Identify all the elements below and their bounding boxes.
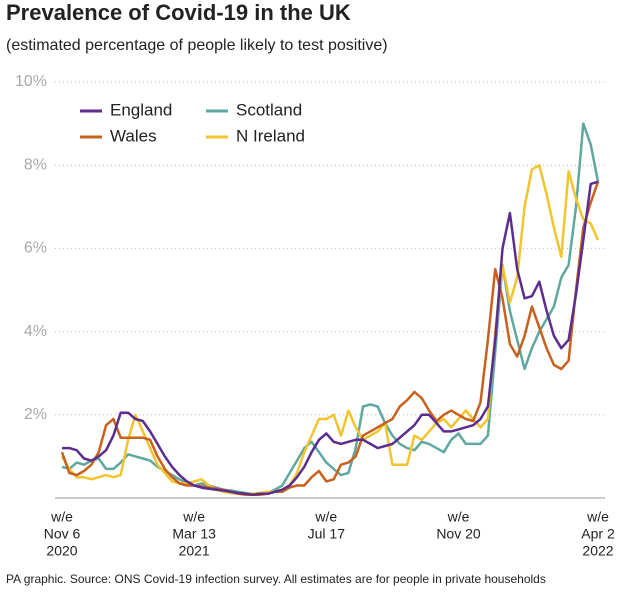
chart-subtitle: (estimated percentage of people likely t… — [6, 37, 388, 54]
series-line — [61, 122, 600, 496]
legend-label: Scotland — [236, 100, 302, 119]
x-tick-label: Apr 2 — [581, 526, 615, 542]
y-tick-label: 4% — [24, 323, 47, 340]
series-line — [60, 163, 600, 496]
x-tick-label: 2020 — [46, 543, 77, 559]
series-line — [62, 180, 599, 496]
legend-label: Wales — [110, 126, 157, 145]
series-line — [60, 181, 600, 496]
chart-title: Prevalence of Covid-19 in the UK — [6, 0, 351, 25]
x-tick-label: w/e — [182, 509, 205, 525]
y-tick-label: 8% — [24, 156, 47, 173]
x-tick-label: Nov 20 — [436, 526, 481, 542]
source-note: PA graphic. Source: ONS Covid-19 infecti… — [6, 572, 546, 586]
x-tick-label: 2022 — [582, 543, 613, 559]
legend-label: N Ireland — [236, 126, 305, 145]
x-tick-label: Nov 6 — [44, 526, 81, 542]
x-tick-label: w/e — [447, 509, 470, 525]
y-tick-label: 2% — [24, 406, 47, 423]
x-tick-label: 2021 — [179, 543, 210, 559]
y-tick-label: 10% — [15, 73, 47, 90]
x-tick-label: w/e — [50, 509, 73, 525]
x-tick-label: w/e — [586, 509, 609, 525]
legend-label: England — [110, 100, 172, 119]
x-tick-label: Mar 13 — [172, 526, 216, 542]
x-tick-label: Jul 17 — [308, 526, 346, 542]
x-tick-label: w/e — [314, 509, 337, 525]
y-tick-label: 6% — [24, 240, 47, 257]
